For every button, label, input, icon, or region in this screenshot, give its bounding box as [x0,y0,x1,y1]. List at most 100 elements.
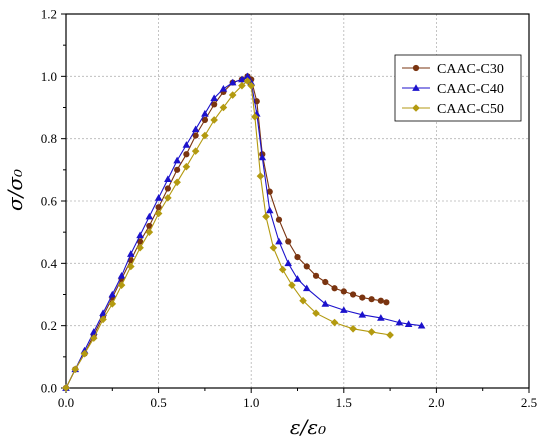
data-point [127,250,135,257]
series-caac-c30 [62,73,390,392]
data-point [349,324,357,333]
data-point [383,299,390,306]
data-point [251,113,259,121]
data-point [136,231,144,239]
series-line [65,75,387,389]
data-point [386,331,394,339]
x-axis-title: ε/ε₀ [290,415,326,439]
data-point [258,153,267,161]
legend-item: CAAC-C30 [402,62,504,77]
data-point [127,262,135,271]
data-point [164,194,172,202]
data-point [89,334,98,342]
y-tick-label: 1.0 [41,69,57,84]
legend-marker [412,64,420,72]
data-point [174,166,181,173]
data-point [299,296,307,305]
data-point [146,222,153,230]
data-point [210,94,218,101]
data-point [262,212,270,221]
data-point [210,116,218,124]
data-point [238,81,246,90]
data-point [417,321,426,329]
data-point [288,281,296,289]
x-tick-label: 1.0 [243,395,259,410]
data-point [266,188,273,195]
x-tick-label: 1.5 [336,395,352,410]
legend-label: CAAC-C50 [437,102,504,117]
y-tick-label: 0.0 [41,381,57,396]
data-point [243,77,252,85]
x-tick-label: 2.0 [428,395,444,410]
data-point [108,300,117,308]
data-point [219,103,228,112]
data-point [182,162,191,171]
series-line [65,80,391,389]
data-point [192,132,199,139]
data-point [275,237,283,245]
legend-item: CAAC-C40 [402,82,504,97]
data-point [99,315,107,324]
data-point [294,254,301,261]
data-point [136,238,144,245]
data-point [191,125,200,133]
data-point [155,204,162,211]
data-point [243,72,252,80]
data-point [164,185,171,192]
data-point [191,147,200,155]
series-caac-c40 [62,72,426,391]
legend-label: CAAC-C30 [437,62,504,77]
data-point [71,365,80,374]
data-point [349,291,357,298]
data-point [321,300,330,307]
axis-ticks: 0.0 0.5 1.0 1.5 2.0 2.5 0.0 0.2 0.4 0.6 0.8 1.0 1.2 [41,7,537,411]
data-point [395,318,404,326]
data-point [284,259,293,267]
series-group [62,72,426,392]
x-tick-label: 0.0 [58,395,74,410]
data-point [359,294,366,301]
data-point [331,285,338,292]
data-point [145,228,154,236]
data-point [136,243,144,252]
data-point [173,156,181,164]
y-tick-label: 0.8 [41,131,57,146]
data-point [285,238,292,245]
data-point [108,290,117,298]
data-point [80,349,89,358]
legend-item: CAAC-C50 [402,102,504,117]
legend-marker [412,84,420,91]
data-point [312,309,320,317]
data-point [238,75,246,83]
data-point [99,309,107,317]
data-point [117,281,126,289]
data-point [293,275,302,282]
data-point [312,272,320,279]
data-point [368,296,375,303]
y-tick-label: 1.2 [41,7,57,22]
data-point [164,175,172,183]
data-point [256,172,265,180]
data-point [302,284,311,292]
data-point [173,178,181,187]
y-tick-label: 0.6 [41,194,58,209]
series-line [65,75,422,389]
data-point [265,206,274,214]
data-point [62,384,70,392]
data-point [201,131,209,140]
data-point [340,288,347,295]
data-point [340,306,348,313]
data-point [247,81,255,90]
data-point [154,209,163,218]
x-tick-label: 0.5 [150,395,166,410]
series-caac-c50 [62,77,394,392]
data-point [201,109,209,117]
data-point [330,318,339,327]
data-point [367,328,376,336]
data-point [404,320,413,327]
legend-label: CAAC-C40 [437,82,504,97]
data-point [117,272,126,279]
data-point [377,314,385,321]
data-point [211,101,218,108]
y-tick-label: 0.4 [41,256,58,271]
